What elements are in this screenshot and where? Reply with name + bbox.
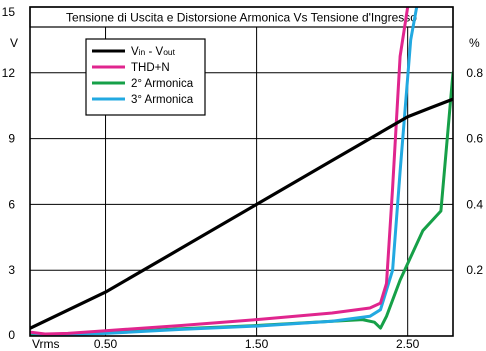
- left-axis-unit: V: [10, 36, 18, 50]
- chart-title: Tensione di Uscita e Distorsione Armonic…: [66, 11, 417, 25]
- series-line-thd-n: [30, 7, 410, 336]
- legend-label-3-armonica: 3° Armonica: [131, 94, 194, 106]
- right-axis-unit: %: [469, 36, 480, 50]
- y-left-tick-label: 9: [8, 132, 15, 146]
- legend: Vin - Vout THD+N 2° Armonica 3° Armonica: [85, 38, 206, 116]
- x-axis-label: Vrms: [32, 337, 60, 351]
- y-right-tick-label: 0.4: [466, 197, 483, 211]
- y-left-tick-label: 6: [8, 197, 15, 211]
- legend-label-2-armonica: 2° Armonica: [131, 78, 194, 90]
- y-left-tick-label: 3: [8, 263, 15, 277]
- series-line-vin-vout: [30, 97, 453, 330]
- plot-frame: [29, 6, 454, 337]
- x-tick-label: 2.50: [396, 337, 420, 351]
- x-tick-label: 1.50: [245, 337, 269, 351]
- y-left-tick-label: 12: [2, 66, 16, 80]
- legend-label-vin-vout: Vin - Vout: [131, 46, 176, 58]
- legend-label-thd-n: THD+N: [131, 62, 170, 74]
- y-right-tick-label: 0.6: [466, 132, 483, 146]
- y-left-tick-label: 15: [2, 5, 16, 19]
- x-tick-label: 0.50: [94, 337, 118, 351]
- y-left-tick-label: 0: [8, 328, 15, 342]
- tick-labels: 0.50 1.50 2.50 0 3 6 9 12 15 0.2 0.4 0.6 0.8: [2, 5, 484, 351]
- y-right-tick-label: 0.2: [466, 263, 483, 277]
- y-right-tick-label: 0.8: [466, 66, 483, 80]
- plot-series: [30, 7, 453, 336]
